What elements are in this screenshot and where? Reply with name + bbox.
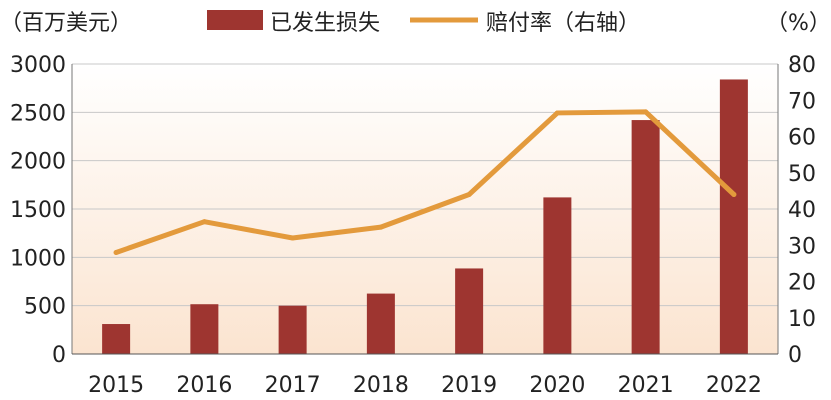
line-point-2015 <box>113 250 119 255</box>
left-tick-label: 2000 <box>10 150 66 175</box>
right-tick-label: 50 <box>788 162 816 187</box>
bar-2022 <box>719 79 748 354</box>
legend-label-claims-ratio: 赔付率（右轴） <box>486 11 640 36</box>
axes: 0 500 1000 1500 2000 2500 3000 0 10 20 30 40 50 60 70 8… <box>10 53 816 398</box>
legend: 已发生损失 赔付率（右轴） <box>207 10 640 36</box>
bar-2018 <box>366 293 395 354</box>
left-tick-label: 3000 <box>10 53 66 78</box>
legend-label-losses: 已发生损失 <box>270 11 380 36</box>
left-tick-label: 2500 <box>10 101 66 126</box>
x-tick-label: 2019 <box>441 373 497 398</box>
legend-swatch-losses <box>207 10 263 30</box>
line-point-2019 <box>466 192 472 197</box>
bar-2015 <box>102 324 131 354</box>
left-tick-label: 500 <box>24 295 66 320</box>
x-tick-label: 2021 <box>618 373 674 398</box>
line-point-2020 <box>554 110 560 116</box>
claims-ratio-line <box>113 109 737 255</box>
bar-2021 <box>631 120 660 354</box>
left-tick-label: 1000 <box>10 246 66 271</box>
right-tick-label: 30 <box>788 234 816 259</box>
bar-2016 <box>190 304 219 354</box>
bar-2019 <box>455 268 484 354</box>
left-tick-label: 1500 <box>10 198 66 223</box>
right-tick-label: 60 <box>788 126 816 151</box>
line-series <box>113 109 737 255</box>
x-tick-label: 2017 <box>265 373 321 398</box>
line-point-2021 <box>643 109 649 115</box>
line-point-2016 <box>201 219 207 225</box>
right-tick-label: 40 <box>788 198 816 223</box>
line-point-2022 <box>731 192 737 197</box>
right-tick-label: 20 <box>788 271 816 296</box>
right-tick-label: 80 <box>788 53 816 78</box>
bar-2020 <box>543 197 572 354</box>
right-tick-label: 10 <box>788 307 816 332</box>
x-tick-label: 2016 <box>176 373 232 398</box>
line-point-2017 <box>290 235 296 241</box>
left-axis-unit-label: （百万美元） <box>0 11 132 36</box>
line-point-2018 <box>378 224 384 230</box>
bar-2017 <box>278 305 307 354</box>
left-tick-label: 0 <box>52 343 66 368</box>
right-tick-label: 0 <box>788 343 802 368</box>
bar-series <box>102 79 748 354</box>
x-tick-label: 2018 <box>353 373 409 398</box>
x-tick-label: 2022 <box>706 373 762 398</box>
x-tick-label: 2020 <box>529 373 585 398</box>
x-tick-label: 2015 <box>88 373 144 398</box>
right-axis-unit-label: （%） <box>766 11 831 36</box>
right-tick-label: 70 <box>788 89 816 114</box>
